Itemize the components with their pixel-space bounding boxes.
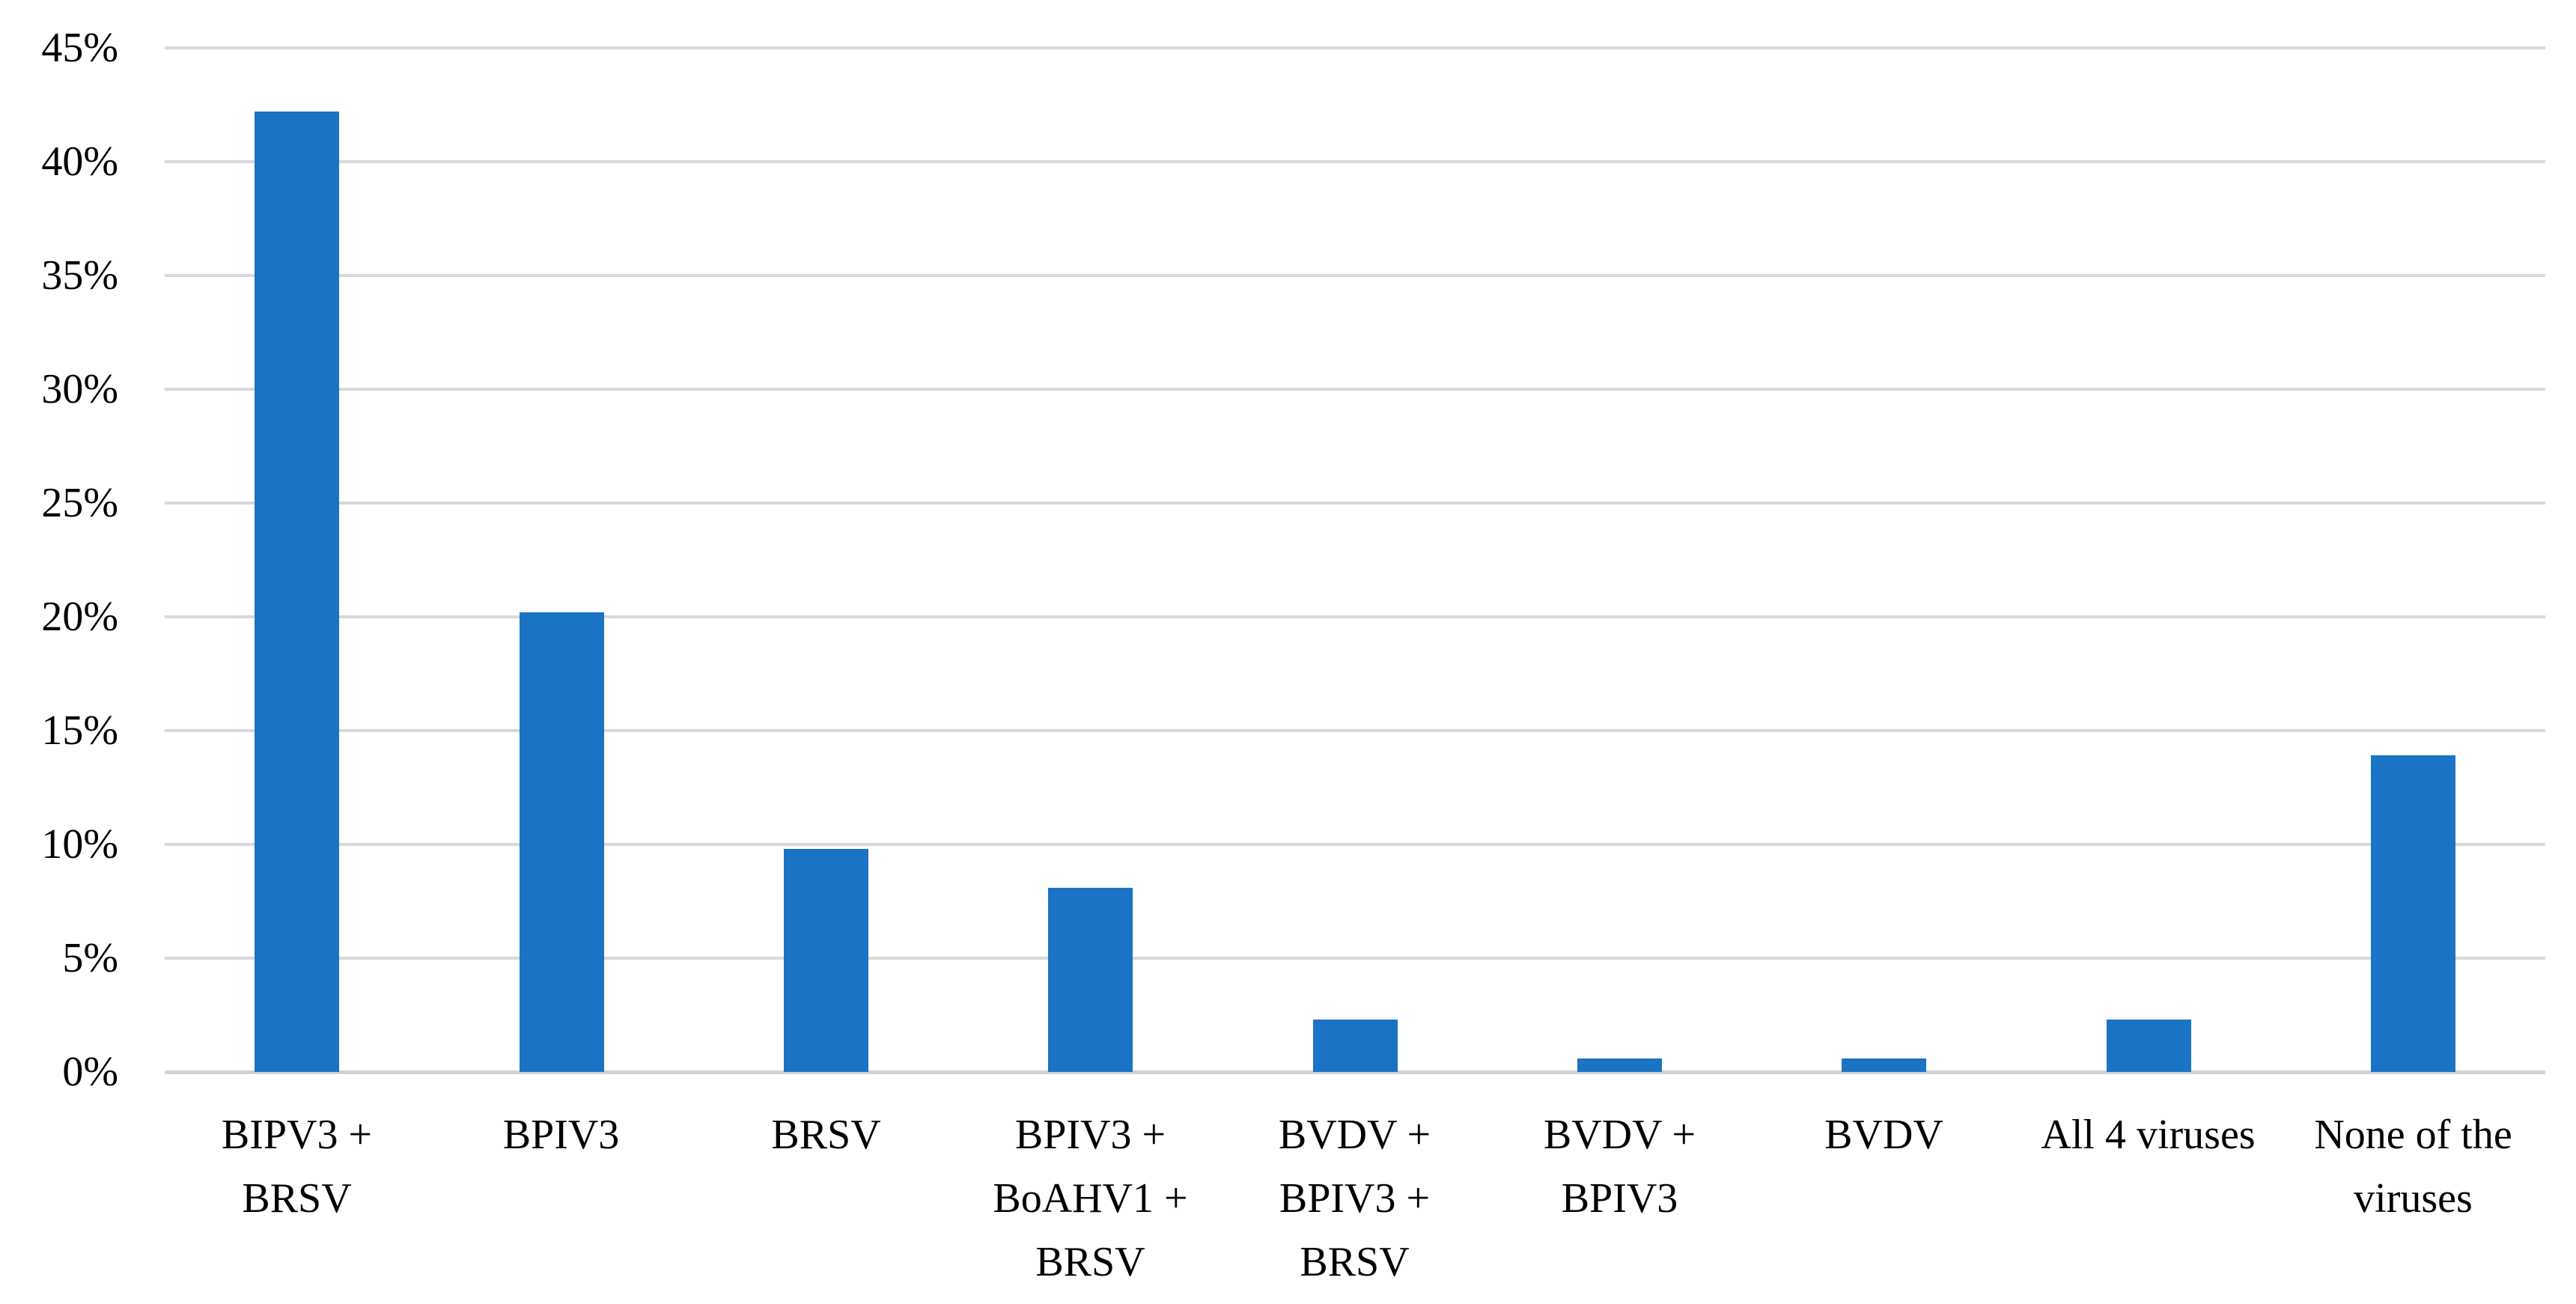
bar-none-of-the-viruses (2371, 755, 2455, 1072)
x-category-label: BPIV3 + BoAHV1 + BRSV (993, 1112, 1188, 1285)
x-category-label: BVDV + BPIV3 + BRSV (1278, 1112, 1431, 1285)
y-tick-label: 10% (41, 821, 118, 868)
bar-bpiv3 (520, 612, 604, 1072)
gridline-25 (165, 502, 2545, 505)
bar-all-4-viruses (2107, 1020, 2191, 1072)
y-tick-label: 30% (41, 366, 118, 412)
bar-bpiv3-boahv1-brsv (1048, 888, 1133, 1072)
bar-brsv (784, 849, 868, 1072)
gridline-5 (165, 957, 2545, 960)
gridline-20 (165, 615, 2545, 618)
y-tick-label: 5% (62, 935, 118, 981)
y-tick-label: 0% (62, 1049, 118, 1095)
x-category-label: BVDV + BPIV3 (1543, 1112, 1696, 1222)
y-tick-label: 40% (41, 138, 118, 185)
bar-bvdv-bpiv3-brsv (1313, 1020, 1398, 1072)
gridline-45 (165, 46, 2545, 49)
bar-bvdv-bpiv3 (1577, 1058, 1662, 1072)
x-category-label: All 4 viruses (2041, 1112, 2256, 1158)
gridline-15 (165, 729, 2545, 732)
bar-bvdv (1842, 1058, 1926, 1072)
gridline-10 (165, 843, 2545, 846)
x-category-label: None of the viruses (2314, 1112, 2512, 1222)
y-tick-label: 25% (41, 480, 118, 526)
gridline-35 (165, 274, 2545, 277)
y-tick-label: 35% (41, 252, 118, 299)
y-tick-label: 15% (41, 707, 118, 754)
x-axis-line (165, 1070, 2545, 1074)
bar-bipv3-brsv (255, 112, 339, 1072)
x-category-label: BRSV (771, 1112, 881, 1158)
y-tick-label: 45% (41, 25, 118, 71)
x-category-label: BVDV (1824, 1112, 1943, 1158)
gridline-30 (165, 388, 2545, 391)
y-tick-label: 20% (41, 594, 118, 640)
x-category-label: BPIV3 (502, 1112, 620, 1158)
x-category-label: BIPV3 + BRSV (221, 1112, 373, 1222)
gridline-40 (165, 160, 2545, 163)
